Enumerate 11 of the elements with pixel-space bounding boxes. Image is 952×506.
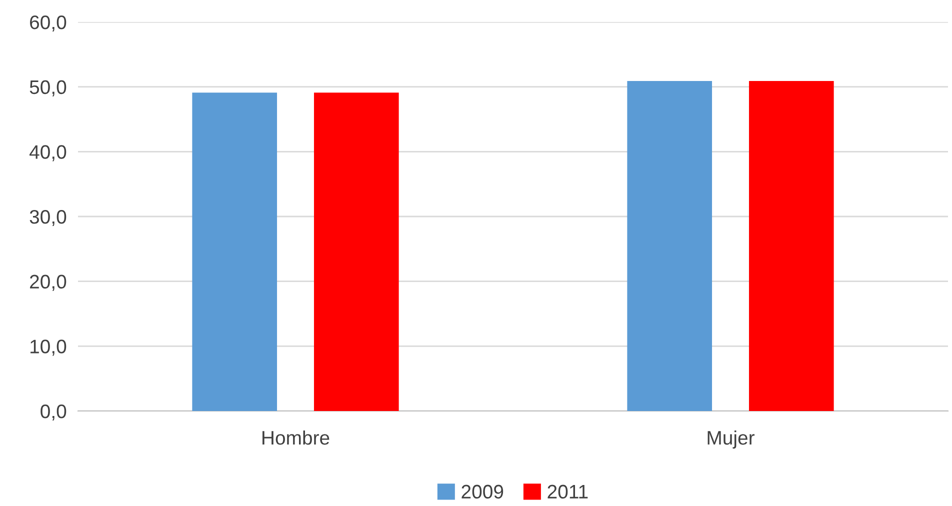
y-tick-label: 40,0 xyxy=(29,145,66,162)
legend-label: 2011 xyxy=(548,484,588,499)
x-tick-label: Hombre xyxy=(262,430,330,445)
y-tick-label: 20,0 xyxy=(30,274,66,291)
y-tick-label: 0,0 xyxy=(40,404,66,421)
y-tick-label: 30,0 xyxy=(30,210,66,226)
y-tick-label: 60,0 xyxy=(30,15,66,32)
y-tick-label: 10,0 xyxy=(30,340,66,356)
y-tick-label: 50,0 xyxy=(30,80,66,96)
legend-label: 2009 xyxy=(462,484,504,499)
x-tick-label: Mujer xyxy=(708,430,754,449)
